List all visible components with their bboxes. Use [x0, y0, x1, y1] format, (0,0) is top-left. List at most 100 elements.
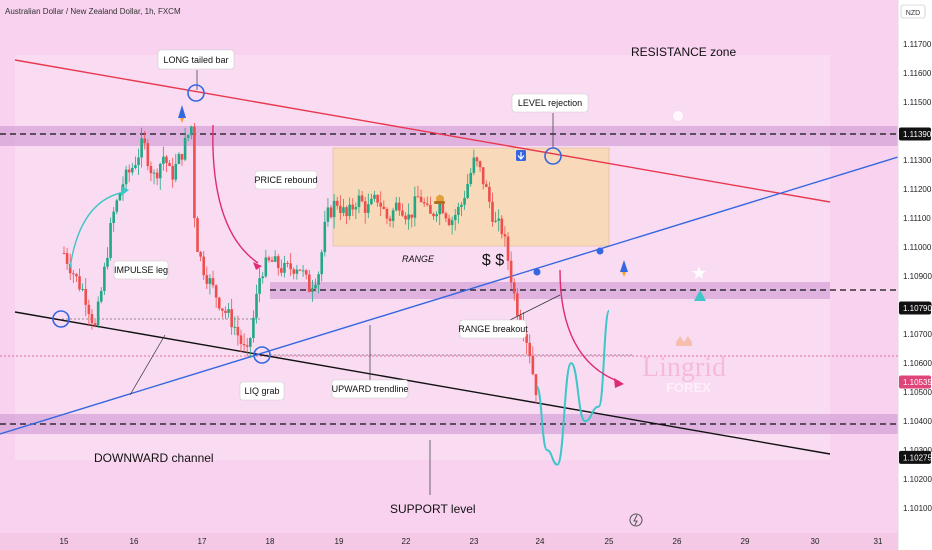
range-breakout-label: RANGE breakout — [458, 324, 528, 334]
candle-body — [115, 200, 119, 212]
time-axis[interactable] — [0, 533, 898, 550]
candle-body — [267, 257, 271, 261]
impulse-start-marker[interactable] — [52, 310, 70, 328]
candle-body — [286, 262, 289, 264]
watermark-subtitle: FOREX — [666, 380, 711, 395]
trendline-touch-dot-1 — [533, 268, 541, 276]
price-tick-label: 1.11300 — [903, 156, 932, 165]
price-badge-label-current-price: 1.10535 — [903, 378, 932, 387]
liq-grab-marker[interactable] — [253, 346, 271, 364]
upward-trendline[interactable] — [0, 156, 899, 435]
price-tick-label: 1.11200 — [903, 185, 932, 194]
candle-body — [295, 269, 299, 274]
range-label: RANGE — [402, 254, 435, 264]
candle-body — [289, 263, 292, 270]
candle-body — [65, 253, 69, 264]
candle-body — [335, 200, 339, 206]
candle-body — [224, 310, 227, 313]
time-tick-label: 30 — [811, 537, 820, 546]
level-rejection-marker[interactable] — [544, 147, 562, 165]
candle-body — [484, 184, 488, 187]
candle-body — [75, 274, 78, 277]
candle-body — [245, 345, 249, 347]
candle-body — [317, 274, 320, 285]
time-tick-label: 25 — [605, 537, 614, 546]
time-tick-label: 16 — [130, 537, 139, 546]
time-tick-label: 29 — [741, 537, 750, 546]
candle-body — [304, 270, 308, 275]
channel-support-line[interactable] — [14, 311, 831, 455]
candle-body — [534, 374, 538, 395]
candle-body — [227, 309, 230, 313]
candle-body — [190, 126, 193, 136]
candle-body — [96, 301, 100, 326]
candle-body — [68, 263, 72, 274]
candle-body — [311, 288, 314, 292]
candle-body — [500, 218, 504, 235]
candle-body — [481, 167, 485, 185]
time-tick-label: 19 — [335, 537, 344, 546]
candle-body — [158, 163, 162, 179]
price-tick-label: 1.11100 — [903, 214, 931, 223]
rocket-icon — [178, 105, 186, 123]
candle-body — [307, 274, 311, 292]
candle-body — [506, 236, 510, 261]
upward-trendline-label: UPWARD trendline — [332, 384, 409, 394]
candle-body — [469, 172, 473, 184]
lightning-icon[interactable] — [629, 513, 643, 527]
impulse-arrow — [69, 191, 126, 269]
candle-body — [270, 260, 274, 262]
time-tick-label: 26 — [673, 537, 682, 546]
candle-body — [388, 218, 392, 221]
candle-body — [357, 195, 361, 208]
candle-body — [351, 204, 355, 210]
candle-body — [186, 135, 190, 138]
candle-body — [249, 338, 252, 347]
candle-body — [152, 172, 156, 174]
price-badge-label-resistance: 1.11390 — [903, 130, 932, 139]
time-tick-label: 15 — [60, 537, 69, 546]
candle-body — [81, 288, 84, 290]
price-badge-resistance — [899, 127, 931, 141]
candle-body — [221, 308, 224, 311]
candle-body — [211, 278, 215, 286]
candle-body — [242, 343, 246, 346]
candle-body — [519, 315, 522, 324]
candle-body — [339, 205, 342, 214]
candle-body — [217, 297, 221, 309]
candle-body — [416, 196, 420, 198]
candle-body — [531, 356, 535, 375]
candle-body — [118, 193, 122, 201]
candle-body — [447, 218, 451, 226]
candle-body — [404, 215, 407, 220]
price-rebound-arrowhead — [253, 262, 262, 270]
candle-body — [134, 165, 137, 168]
resistance-trendline[interactable] — [14, 59, 831, 203]
dollar-signs: $ $ — [482, 252, 504, 269]
candle-body — [177, 153, 181, 164]
price-tick-label: 1.10900 — [903, 272, 932, 281]
impulse-leg-callout — [113, 260, 169, 280]
candle-body — [140, 138, 143, 158]
candle-body — [301, 270, 305, 272]
candle-body — [366, 204, 370, 213]
down-arrow-icon — [516, 150, 526, 161]
currency-button[interactable] — [900, 4, 926, 19]
candle-body — [205, 275, 209, 284]
impulse-arrowhead — [121, 186, 129, 196]
candle-body — [516, 293, 519, 316]
drop-arrowhead — [614, 378, 624, 388]
price-rebound-callout — [254, 170, 318, 190]
price-badge-label-range-breakout: 1.10790 — [903, 304, 932, 313]
time-tick-label: 22 — [402, 537, 411, 546]
candle-body — [90, 314, 94, 324]
candle-body — [373, 194, 376, 199]
candle-body — [93, 323, 97, 326]
rocket-icon — [620, 260, 628, 277]
support-level-label: SUPPORT level — [390, 502, 476, 516]
range-box — [332, 147, 610, 247]
price-tick-label: 1.10500 — [903, 388, 932, 397]
long-tail-marker[interactable] — [187, 84, 205, 102]
candle-body — [332, 200, 336, 218]
